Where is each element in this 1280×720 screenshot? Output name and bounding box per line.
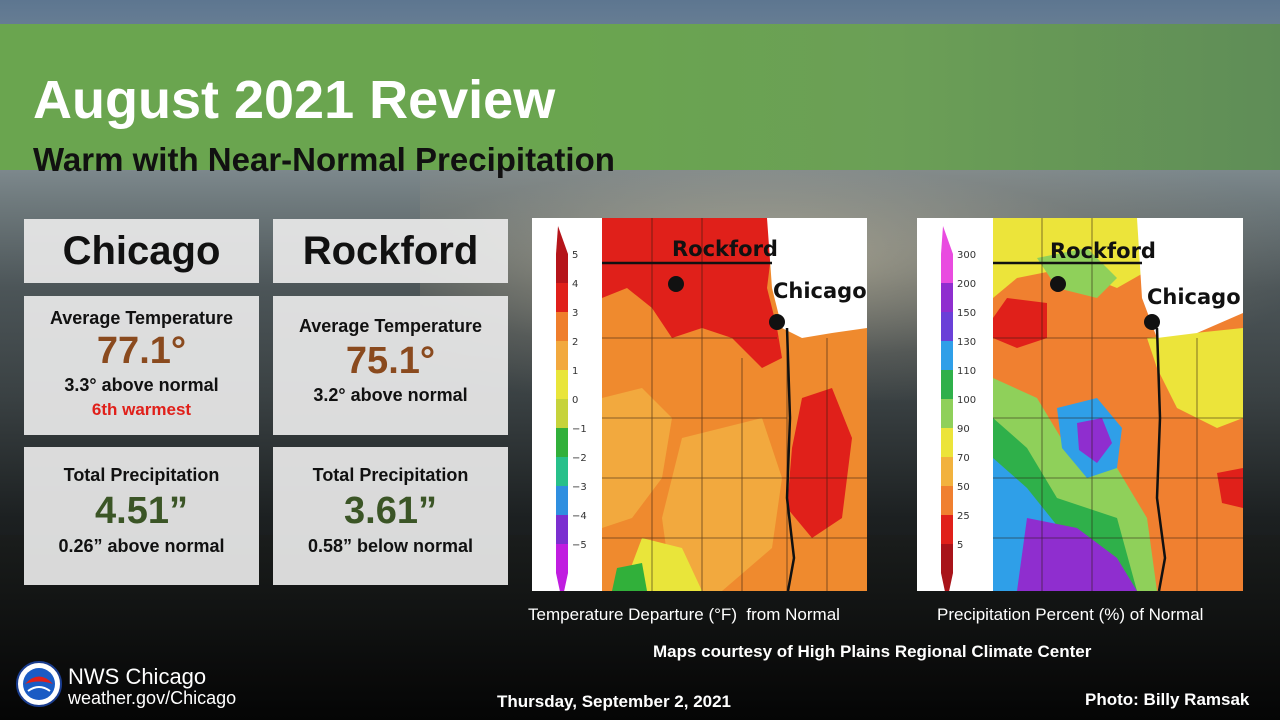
temperature-map-graphic: Rockford Chicago 5 4 3 2 1 0 −1 −2 −3 −4 −5 (532, 218, 867, 591)
temperature-legend-swatch (556, 312, 568, 341)
precipitation-legend-label: 100 (957, 395, 976, 406)
chicago-temp-value: 77.1° (96, 330, 187, 372)
nws-website[interactable]: weather.gov/Chicago (68, 688, 237, 708)
precipitation-legend-label: 70 (957, 453, 970, 464)
precipitation-legend-swatch (941, 457, 953, 486)
precipitation-legend-swatch (941, 341, 953, 370)
rockford-precip-value: 3.61” (344, 490, 437, 532)
precipitation-legend-label: 110 (957, 366, 976, 377)
rockford-temp-box: Average Temperature 75.1° 3.2° above nor… (273, 296, 508, 435)
precipitation-map-caption: Precipitation Percent (%) of Normal (937, 605, 1204, 624)
temperature-legend-swatch (556, 515, 568, 544)
precipitation-legend-swatch (941, 428, 953, 457)
temperature-legend-label: 1 (572, 366, 578, 377)
temperature-legend-label: −1 (572, 424, 587, 435)
temperature-legend-label: 5 (572, 250, 578, 261)
rockford-marker (668, 276, 684, 292)
temperature-legend-label: 2 (572, 337, 578, 348)
temperature-legend-swatch (556, 457, 568, 486)
nws-logo (16, 661, 62, 707)
rockford-marker (1050, 276, 1066, 292)
precipitation-legend-swatch (941, 312, 953, 341)
precipitation-legend-label: 200 (957, 279, 976, 290)
chicago-temp-label: Average Temperature (49, 308, 234, 328)
precipitation-legend-label: 25 (957, 511, 970, 522)
chicago-precip-label: Total Precipitation (63, 465, 220, 485)
rockford-temp-value: 75.1° (345, 340, 436, 382)
precipitation-percent-map: Rockford Chicago 300 200 150 130 110 100 90 70 5… (917, 218, 1243, 591)
precipitation-legend-label: 5 (957, 540, 963, 551)
precipitation-legend-swatch (941, 370, 953, 399)
temperature-legend-swatch (556, 544, 568, 573)
temperature-legend-label: 3 (572, 308, 578, 319)
temperature-departure-map: Rockford Chicago 5 4 3 2 1 0 −1 −2 −3 −4 −5 (532, 218, 867, 591)
chicago-temp-note: 3.3° above normal (64, 375, 219, 395)
precipitation-legend-swatch (941, 399, 953, 428)
temperature-legend-label: −2 (572, 453, 587, 464)
map-city-label: Rockford (1050, 239, 1156, 263)
temperature-legend-label: −4 (572, 511, 587, 522)
chicago-precip-value: 4.51” (95, 490, 188, 532)
photo-credit: Photo: Billy Ramsak (1085, 690, 1250, 709)
precipitation-legend-swatch (941, 515, 953, 544)
temperature-legend-top-arrow (556, 226, 568, 254)
temperature-legend-label: 4 (572, 279, 578, 290)
precipitation-legend-label: 50 (957, 482, 970, 493)
precipitation-legend-bottom-arrow (941, 573, 953, 591)
temperature-legend-label: −3 (572, 482, 587, 493)
issue-date: Thursday, September 2, 2021 (497, 692, 732, 711)
page-subtitle: Warm with Near-Normal Precipitation (33, 141, 615, 178)
chicago-precip-box: Total Precipitation 4.51” 0.26” above no… (24, 447, 259, 585)
precipitation-legend-top-arrow (941, 226, 953, 254)
temperature-legend-label: −5 (572, 540, 587, 551)
rockford-title: Rockford (302, 229, 479, 273)
chicago-header-box: Chicago (24, 219, 259, 283)
map-city-label: Chicago (1147, 285, 1241, 309)
rockford-temp-note: 3.2° above normal (313, 385, 468, 405)
rockford-precip-label: Total Precipitation (312, 465, 469, 485)
chicago-marker (1144, 314, 1160, 330)
title-banner: August 2021 Review Warm with Near-Normal… (0, 24, 1280, 178)
precipitation-legend-label: 90 (957, 424, 970, 435)
chicago-temp-box: Average Temperature 77.1° 3.3° above nor… (24, 296, 259, 435)
temperature-legend-swatch (556, 283, 568, 312)
map-city-label: Chicago (773, 279, 867, 303)
map-city-label: Rockford (672, 237, 778, 261)
rockford-temp-label: Average Temperature (298, 316, 483, 336)
chicago-title: Chicago (62, 229, 221, 273)
rockford-precip-note: 0.58” below normal (307, 536, 474, 556)
precipitation-legend-label: 300 (957, 250, 976, 261)
rockford-precip-box: Total Precipitation 3.61” 0.58” below no… (273, 447, 508, 585)
temperature-legend-swatch (556, 254, 568, 283)
temperature-legend-swatch (556, 428, 568, 457)
nws-office-name: NWS Chicago (68, 664, 207, 689)
precipitation-legend: 300 200 150 130 110 100 90 70 50 25 5 (941, 226, 976, 591)
precipitation-legend-label: 130 (957, 337, 976, 348)
precipitation-legend-swatch (941, 283, 953, 312)
chicago-marker (769, 314, 785, 330)
precipitation-legend-label: 150 (957, 308, 976, 319)
chicago-precip-note: 0.26” above normal (58, 536, 225, 556)
temperature-legend-swatch (556, 370, 568, 399)
temperature-legend-label: 0 (572, 395, 578, 406)
page-title: August 2021 Review (33, 70, 556, 130)
temperature-map-caption: Temperature Departure (°F) from Normal (528, 605, 840, 624)
temperature-legend: 5 4 3 2 1 0 −1 −2 −3 −4 −5 (556, 226, 587, 591)
precipitation-legend-swatch (941, 254, 953, 283)
temperature-legend-swatch (556, 399, 568, 428)
rockford-header-box: Rockford (273, 219, 508, 283)
maps-credit: Maps courtesy of High Plains Regional Cl… (653, 642, 1092, 661)
temperature-legend-swatch (556, 486, 568, 515)
chicago-temp-rank: 6th warmest (91, 400, 192, 419)
precipitation-legend-swatch (941, 544, 953, 573)
precipitation-legend-swatch (941, 486, 953, 515)
temperature-legend-swatch (556, 341, 568, 370)
precipitation-map-graphic: Rockford Chicago 300 200 150 130 110 100 90 70 5… (917, 218, 1243, 591)
temperature-legend-bottom-arrow (556, 573, 568, 591)
